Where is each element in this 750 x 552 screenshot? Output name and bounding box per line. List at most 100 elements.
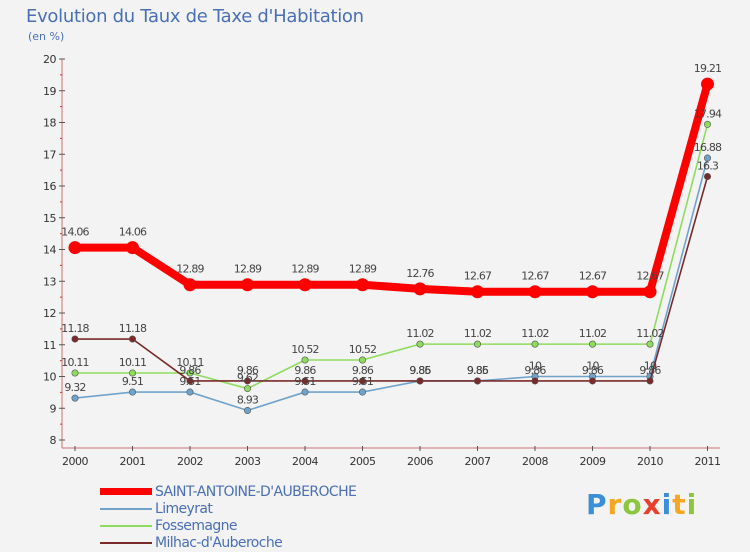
- data-point: [244, 385, 252, 393]
- data-label: 9.86: [179, 364, 201, 377]
- data-label: 11.02: [464, 327, 492, 340]
- data-label: 9.62: [237, 372, 258, 385]
- y-tick-label: 17: [43, 148, 56, 161]
- data-point: [588, 340, 596, 348]
- data-label: 12.67: [636, 270, 664, 283]
- data-label: 10: [644, 360, 657, 373]
- legend-swatch-saint-antoine: [100, 488, 152, 495]
- y-tick-label: 19: [43, 85, 56, 98]
- data-label: 9.85: [409, 364, 431, 377]
- data-point: [186, 369, 194, 377]
- data-point: [646, 340, 654, 348]
- data-point: [473, 340, 481, 348]
- data-label: 9.86: [582, 364, 604, 377]
- data-point: [356, 278, 369, 292]
- data-point: [186, 388, 194, 396]
- logo-letter: o: [622, 488, 643, 521]
- data-point: [358, 388, 366, 396]
- data-point: [244, 377, 252, 385]
- data-label: 9.86: [524, 364, 546, 377]
- data-label: 10.11: [176, 356, 204, 369]
- data-label: 9.51: [352, 375, 373, 388]
- logo-letter: i: [661, 488, 673, 521]
- series-line-1: [74, 157, 709, 412]
- x-tick-label: 2000: [62, 455, 88, 468]
- y-tick-label: 10: [43, 371, 56, 384]
- data-label: 9.86: [294, 364, 316, 377]
- data-label: 11.02: [521, 327, 549, 340]
- y-tick-label: 13: [43, 275, 56, 288]
- data-label: 9.51: [294, 375, 315, 388]
- data-label: 12.89: [291, 263, 319, 276]
- x-tick-label: 2008: [522, 455, 548, 468]
- y-tick-label: 11: [43, 339, 56, 352]
- chart-title: Evolution du Taux de Taxe d'Habitation: [26, 6, 364, 27]
- data-label: 9.86: [352, 364, 374, 377]
- data-point: [129, 388, 137, 396]
- data-label: 9.86: [467, 364, 489, 377]
- logo-letter: t: [672, 488, 687, 521]
- data-label: 9.51: [179, 375, 200, 388]
- legend-swatch-limeyrat: [100, 508, 152, 510]
- data-point: [586, 285, 599, 299]
- y-tick-label: 15: [43, 212, 56, 225]
- x-tick-label: 2007: [465, 455, 491, 468]
- series-lines: [68, 77, 714, 414]
- data-label: 12.67: [521, 270, 549, 283]
- data-point: [703, 120, 711, 128]
- data-label: 9.86: [237, 364, 259, 377]
- data-point: [301, 356, 309, 364]
- data-label: 8.93: [237, 393, 259, 406]
- series-line-2: [74, 123, 709, 390]
- data-point: [71, 394, 79, 402]
- data-point: [703, 172, 711, 180]
- series-line-0: [71, 80, 712, 296]
- data-label: 9.85: [467, 364, 489, 377]
- data-point: [186, 377, 194, 385]
- x-tick-label: 2006: [407, 455, 433, 468]
- legend-swatch-fossemagne: [100, 525, 152, 527]
- data-labels: 14.06 14.06 12.89 12.89 12.89 12.89 12.76 12.67…: [61, 62, 723, 406]
- data-label: 16.88: [694, 141, 722, 154]
- y-tick-label: 9: [50, 402, 57, 415]
- data-point: [703, 154, 711, 162]
- data-point: [646, 377, 654, 385]
- legend-label-milhac: Milhac-d'Auberoche: [155, 535, 283, 551]
- data-point: [301, 377, 309, 385]
- y-tick-label: 20: [43, 53, 56, 66]
- data-label: 12.76: [406, 267, 434, 280]
- legend-label-fossemagne: Fossemagne: [155, 518, 238, 534]
- y-tick-label: 8: [50, 434, 57, 447]
- x-tick-label: 2011: [695, 455, 721, 468]
- data-label: 10.11: [61, 356, 89, 369]
- data-point: [129, 369, 137, 377]
- data-point: [588, 377, 596, 385]
- data-label: 11.02: [406, 327, 434, 340]
- data-label: 16.3: [697, 159, 719, 172]
- data-point: [643, 285, 657, 299]
- proxiti-logo: Proxiti: [586, 488, 697, 521]
- y-tick-label: 14: [43, 244, 56, 257]
- x-tick-label: 2005: [350, 455, 376, 468]
- data-point: [241, 278, 254, 292]
- data-point: [416, 340, 424, 348]
- data-point: [471, 285, 484, 299]
- y-tick-label: 16: [43, 180, 56, 193]
- data-label: 9.51: [122, 375, 143, 388]
- data-label: 10.52: [349, 343, 377, 356]
- data-point: [531, 377, 539, 385]
- data-label: 11.18: [119, 322, 147, 335]
- legend-label-limeyrat: Limeyrat: [155, 501, 213, 517]
- data-point: [68, 241, 82, 255]
- data-point: [129, 335, 137, 343]
- x-tick-label: 2001: [120, 455, 146, 468]
- x-tick-label: 2002: [177, 455, 203, 468]
- data-point: [473, 377, 481, 385]
- legend-item-milhac: Milhac-d'Auberoche: [100, 535, 430, 552]
- data-point: [71, 335, 79, 343]
- axes: 8 9 10 11 12 13 14 15 16 17 18 19 20 2000 2001 2002 2003…: [43, 53, 721, 468]
- data-label: 12.67: [579, 270, 607, 283]
- logo-letter: r: [607, 488, 623, 521]
- data-point: [358, 356, 366, 364]
- data-point: [126, 241, 139, 255]
